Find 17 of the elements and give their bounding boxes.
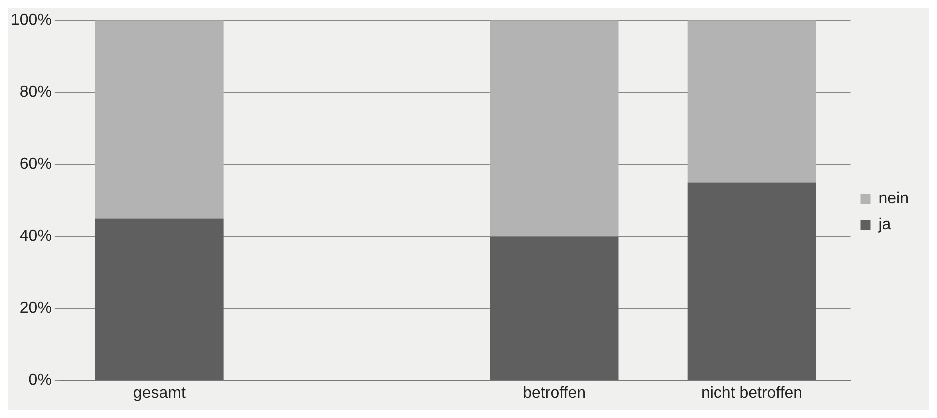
bar <box>688 182 816 380</box>
legend-label: nein <box>878 190 909 208</box>
bar <box>95 20 224 219</box>
bar <box>95 218 224 380</box>
x-tick-label: betroffen <box>523 384 586 402</box>
y-tick-label: 60% <box>20 156 52 174</box>
x-tick-label: nicht betroffen <box>701 384 803 402</box>
y-tick-label: 80% <box>20 84 52 102</box>
y-tick-label: 100% <box>11 12 52 30</box>
y-tick-label: 40% <box>20 228 52 246</box>
y-tick-label: 20% <box>20 300 52 318</box>
x-tick-label: gesamt <box>133 384 186 402</box>
bar <box>688 20 816 183</box>
legend-label: ja <box>878 216 892 234</box>
bar <box>490 236 619 380</box>
y-tick-label: 0% <box>28 372 52 390</box>
bar <box>490 20 619 237</box>
